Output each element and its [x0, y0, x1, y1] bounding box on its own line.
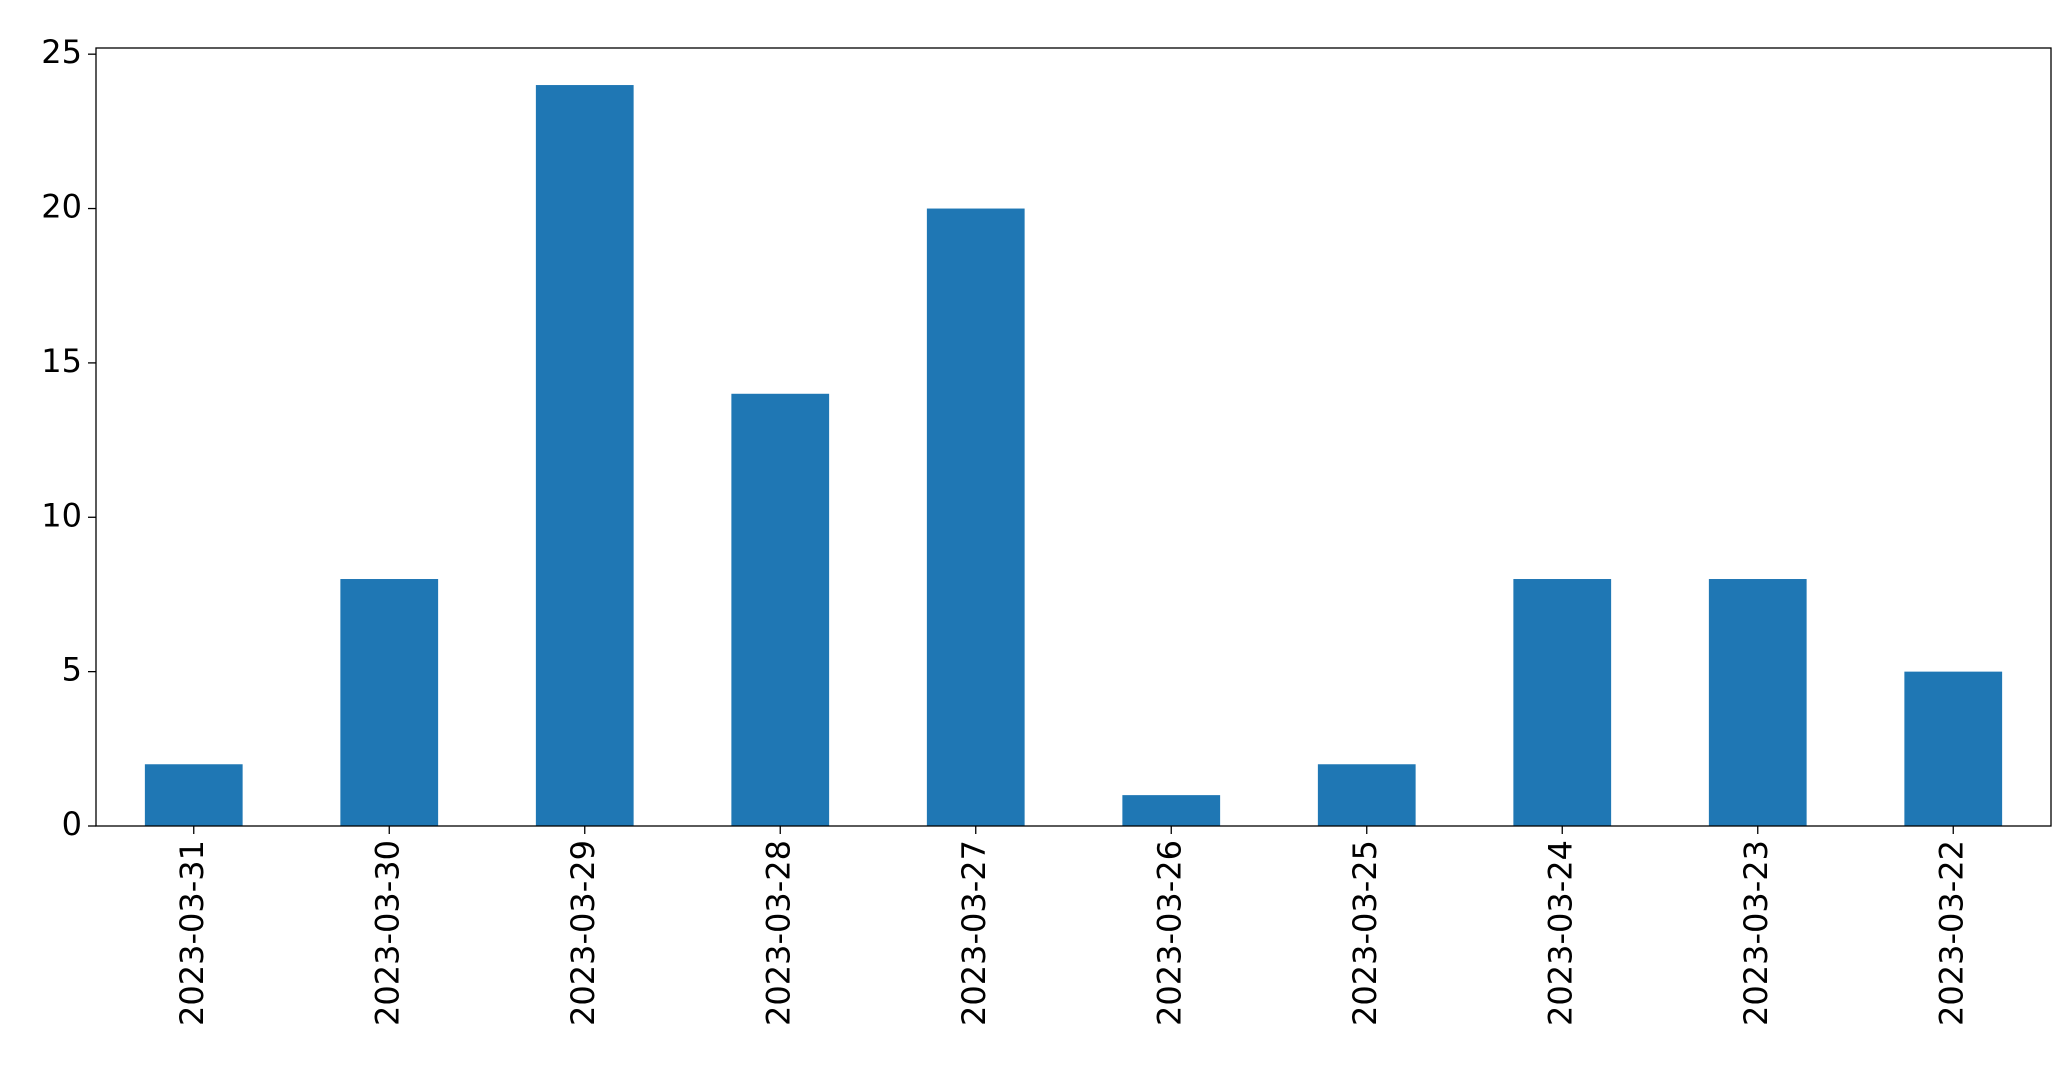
y-tick-label: 25 [41, 33, 82, 71]
y-tick-label: 5 [62, 651, 82, 689]
bar [1317, 764, 1416, 826]
plot-frame [95, 47, 2052, 827]
x-tick-label: 2023-03-29 [564, 840, 602, 1026]
bar [340, 579, 439, 826]
x-tick-label: 2023-03-22 [1932, 840, 1970, 1026]
bar [1708, 579, 1807, 826]
x-tick-label: 2023-03-31 [173, 840, 211, 1026]
bar [144, 764, 243, 826]
bar [535, 85, 634, 827]
x-tick-label: 2023-03-28 [759, 840, 797, 1026]
bar [1513, 579, 1612, 826]
x-tick-label: 2023-03-30 [368, 840, 406, 1026]
bar [926, 208, 1025, 827]
bar [731, 393, 830, 826]
bar [1122, 795, 1221, 826]
y-tick-label: 15 [41, 342, 82, 380]
x-tick-label: 2023-03-26 [1150, 840, 1188, 1026]
y-tick-label: 0 [62, 805, 82, 843]
x-tick-label: 2023-03-25 [1346, 840, 1384, 1026]
y-tick-label: 20 [41, 188, 82, 226]
x-tick-label: 2023-03-24 [1541, 840, 1579, 1026]
x-tick-label: 2023-03-23 [1737, 840, 1775, 1026]
y-tick-label: 10 [41, 496, 82, 534]
x-tick-label: 2023-03-27 [955, 840, 993, 1026]
bar [1904, 671, 2003, 826]
